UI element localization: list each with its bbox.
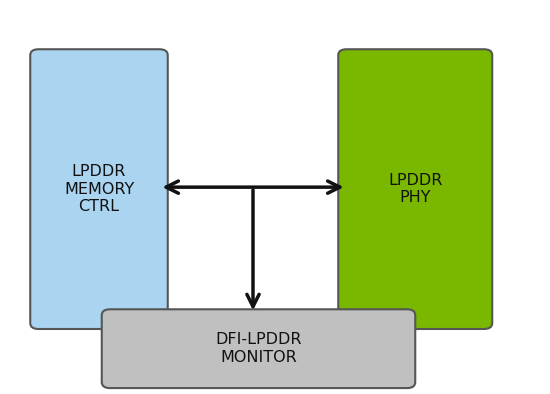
Text: LPDDR
MEMORY
CTRL: LPDDR MEMORY CTRL: [64, 164, 134, 214]
FancyBboxPatch shape: [30, 49, 168, 329]
Text: DFI-LPDDR
MONITOR: DFI-LPDDR MONITOR: [215, 333, 302, 365]
Text: LPDDR
PHY: LPDDR PHY: [388, 173, 442, 205]
FancyBboxPatch shape: [338, 49, 492, 329]
FancyBboxPatch shape: [102, 309, 415, 388]
